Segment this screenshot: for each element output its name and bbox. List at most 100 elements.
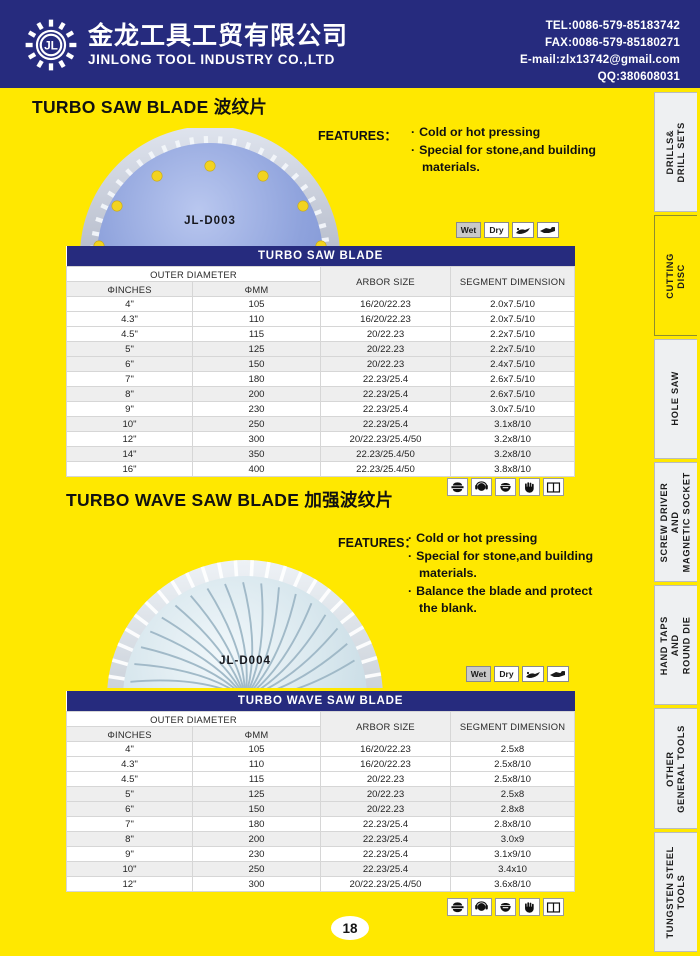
- blade-code-label: JL-D004: [219, 655, 271, 667]
- features-block-2: FEATURES： · Cold or hot pressing · Special…: [338, 530, 593, 618]
- blade-code-label: JL-D003: [184, 215, 236, 227]
- cell-segment: 3.6x8/10: [449, 876, 576, 892]
- badge-wet[interactable]: Wet: [456, 222, 481, 238]
- cell-mm: 200: [192, 386, 321, 402]
- cell-inches: 12": [66, 431, 193, 447]
- contact-email: E-mail:zlx13742@gmail.com: [519, 53, 680, 67]
- table-row: 4" 105 16/20/22.23 2.0x7.5/10: [66, 296, 576, 312]
- cell-segment: 3.0x7.5/10: [449, 401, 576, 417]
- cell-segment: 2.5x8/10: [449, 771, 576, 787]
- cell-arbor: 20/22.23: [320, 801, 451, 817]
- bullet-dot-icon: ·: [408, 531, 413, 545]
- cell-mm: 200: [192, 831, 321, 847]
- cell-segment: 2.4x7.5/10: [449, 356, 576, 372]
- product-title-turbo-saw-blade: TURBO SAW BLADE 波纹片: [32, 97, 268, 117]
- cell-inches: 10": [66, 416, 193, 432]
- safety-icon-row-1: [447, 478, 564, 496]
- cell-arbor: 22.23/25.4: [320, 846, 451, 862]
- angle-grinder-icon[interactable]: [547, 666, 569, 682]
- page-header: JL 金龙工具工贸有限公司 JINLONG TOOL INDUSTRY CO.,…: [0, 0, 700, 88]
- badge-dry[interactable]: Dry: [484, 222, 509, 238]
- badge-dry[interactable]: Dry: [494, 666, 519, 682]
- angle-grinder-icon[interactable]: [537, 222, 559, 238]
- table-row: 8" 200 22.23/25.4 2.6x7.5/10: [66, 386, 576, 402]
- sidebar-tab-hand-taps-round-die[interactable]: HAND TAPS AND ROUND DIE: [654, 585, 697, 706]
- column-header-mm: ΦMM: [192, 726, 321, 742]
- cell-arbor: 20/22.23: [320, 771, 451, 787]
- badge-wet[interactable]: Wet: [466, 666, 491, 682]
- cell-inches: 4.3": [66, 311, 193, 327]
- cell-mm: 105: [192, 741, 321, 757]
- feature-text-cont: the blank.: [419, 601, 477, 616]
- table-row: 5" 125 20/22.23 2.2x7.5/10: [66, 341, 576, 357]
- wet-cut-icon[interactable]: [522, 666, 544, 682]
- table-row: 7" 180 22.23/25.4 2.6x7.5/10: [66, 371, 576, 387]
- cell-mm: 150: [192, 801, 321, 817]
- sidebar-tab-tungsten-steel-tools[interactable]: TUNGSTEN STEEL TOOLS: [654, 831, 697, 952]
- product-title-turbo-wave-saw-blade: TURBO WAVE SAW BLADE 加强波纹片: [66, 490, 394, 510]
- safety-gloves-icon: [519, 478, 540, 496]
- column-header-inches: ΦINCHES: [66, 726, 193, 742]
- cell-arbor: 16/20/22.23: [320, 311, 451, 327]
- safety-goggles-icon: [447, 478, 468, 496]
- company-name-en: JINLONG TOOL INDUSTRY CO.,LTD: [88, 52, 335, 68]
- safety-gloves-icon: [519, 898, 540, 916]
- table-title: TURBO SAW BLADE: [66, 246, 575, 267]
- cell-segment: 2.6x7.5/10: [449, 371, 576, 387]
- cell-inches: 4": [66, 741, 193, 757]
- table-row: 8" 200 22.23/25.4 3.0x9: [66, 831, 576, 847]
- table-row: 4.3" 110 16/20/22.23 2.0x7.5/10: [66, 311, 576, 327]
- column-header-segment-dimension: SEGMENT DIMENSION: [449, 711, 576, 742]
- cell-mm: 300: [192, 431, 321, 447]
- cell-inches: 12": [66, 876, 193, 892]
- sidebar-tab-cutting-disc[interactable]: CUTTING DISC: [654, 215, 697, 336]
- cell-inches: 4.5": [66, 326, 193, 342]
- cell-mm: 300: [192, 876, 321, 892]
- column-group-outer-diameter: OUTER DIAMETER: [66, 711, 321, 727]
- sidebar-tab-hole-saw[interactable]: HOLE SAW: [654, 338, 697, 459]
- table-row: 14" 350 22.23/25.4/50 3.2x8/10: [66, 446, 576, 462]
- table-title-row: TURBO SAW BLADE: [66, 246, 575, 267]
- dust-mask-icon: [495, 478, 516, 496]
- cell-mm: 180: [192, 816, 321, 832]
- gear-logo-icon: JL: [25, 19, 77, 71]
- feature-text: Cold or hot pressing: [416, 531, 538, 545]
- table-row: 10" 250 22.23/25.4 3.1x8/10: [66, 416, 576, 432]
- wet-cut-icon[interactable]: [512, 222, 534, 238]
- manual-book-icon: [543, 478, 564, 496]
- cell-mm: 180: [192, 371, 321, 387]
- table-row: 12" 300 20/22.23/25.4/50 3.2x8/10: [66, 431, 576, 447]
- feature-text: Special for stone,and building: [419, 142, 597, 157]
- cell-arbor: 22.23/25.4: [320, 416, 451, 432]
- cell-inches: 9": [66, 401, 193, 417]
- cell-inches: 4.5": [66, 771, 193, 787]
- column-group-outer-diameter: OUTER DIAMETER: [66, 266, 321, 282]
- table-row: 7" 180 22.23/25.4 2.8x8/10: [66, 816, 576, 832]
- table-row: 4.5" 115 20/22.23 2.2x7.5/10: [66, 326, 576, 342]
- feature-text: Cold or hot pressing: [419, 125, 541, 139]
- sidebar-tab-other-general-tools[interactable]: OTHER GENERAL TOOLS: [654, 708, 697, 829]
- sidebar-tab-screw-driver-magnetic-socket[interactable]: SCREW DRIVER AND MAGNETIC SOCKET: [654, 461, 697, 583]
- features-list: · Cold or hot pressing · Special for stone…: [408, 530, 593, 618]
- cell-segment: 2.6x7.5/10: [449, 386, 576, 402]
- safety-goggles-icon: [447, 898, 468, 916]
- cell-arbor: 16/20/22.23: [320, 756, 451, 772]
- sidebar-tab-drills-drill-sets[interactable]: DRILLS& DRILL SETS: [654, 92, 697, 213]
- contact-info: TEL:0086-579-85183742 FAX:0086-579-85180…: [520, 17, 680, 86]
- cell-mm: 110: [192, 756, 321, 772]
- cell-arbor: 20/22.23: [320, 356, 451, 372]
- cell-segment: 3.0x9: [449, 831, 576, 847]
- cell-inches: 8": [66, 386, 193, 402]
- cell-segment: 2.5x8: [449, 741, 576, 757]
- bullet-dot-icon: ·: [410, 142, 416, 157]
- cell-arbor: 22.23/25.4: [320, 861, 451, 877]
- cell-inches: 16": [66, 461, 193, 477]
- table-row: 9" 230 22.23/25.4 3.1x9/10: [66, 846, 576, 862]
- cell-segment: 2.2x7.5/10: [449, 326, 576, 342]
- cell-mm: 230: [192, 846, 321, 862]
- bullet-dot-icon: ·: [410, 125, 416, 139]
- cell-segment: 2.8x8/10: [449, 816, 576, 832]
- cell-arbor: 22.23/25.4/50: [320, 461, 451, 477]
- cell-arbor: 20/22.23/25.4/50: [320, 431, 451, 447]
